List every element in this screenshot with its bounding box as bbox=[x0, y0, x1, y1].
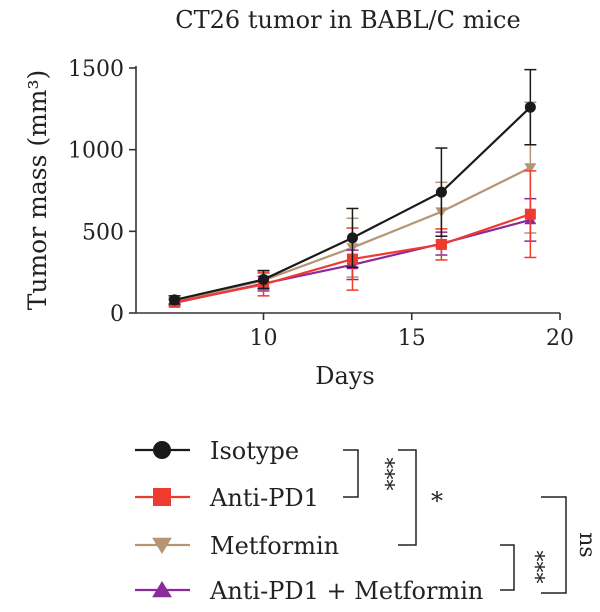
y-tick-label: 500 bbox=[82, 220, 124, 245]
data-point bbox=[257, 274, 269, 286]
significance-label: ns bbox=[574, 532, 599, 557]
significance-label: *** bbox=[522, 551, 547, 584]
y-tick-label: 0 bbox=[110, 302, 124, 327]
legend-item-0: Isotype bbox=[135, 437, 299, 465]
legend-marker bbox=[153, 488, 171, 506]
y-axis-label: Tumor mass (mm³) bbox=[23, 70, 52, 311]
legend-label: Metformin bbox=[210, 532, 339, 560]
x-axis-label: Days bbox=[315, 362, 374, 390]
x-tick-label: 10 bbox=[249, 326, 277, 351]
legend-marker bbox=[153, 441, 171, 459]
bracket-isotype-antipd1 bbox=[343, 449, 359, 498]
legend-marker bbox=[152, 581, 172, 598]
y-tick-label: 1000 bbox=[68, 139, 124, 164]
bracket-metformin-combo bbox=[500, 544, 515, 591]
legend-item-3: Anti-PD1 + Metformin bbox=[135, 577, 483, 605]
significance-brackets: *******ns bbox=[343, 449, 599, 594]
data-point bbox=[169, 294, 181, 306]
bracket-antipd1-combo bbox=[541, 496, 567, 594]
series-0 bbox=[168, 68, 537, 306]
data-point bbox=[524, 163, 537, 174]
data-point bbox=[435, 186, 447, 198]
legend-label: Anti-PD1 + Metformin bbox=[209, 577, 483, 605]
x-tick-label: 20 bbox=[546, 326, 574, 351]
legend-item-1: Anti-PD1 bbox=[135, 484, 319, 512]
legend-label: Isotype bbox=[210, 437, 299, 465]
data-point bbox=[435, 238, 447, 250]
plot-area bbox=[168, 68, 537, 308]
legend-item-2: Metformin bbox=[135, 532, 339, 560]
data-point bbox=[524, 101, 536, 113]
legend: Isotype Anti-PD1 Metformin Anti-PD1 + Metfo… bbox=[135, 437, 483, 605]
x-tick-label: 15 bbox=[398, 326, 426, 351]
data-point bbox=[524, 208, 536, 220]
legend-marker bbox=[152, 537, 172, 554]
legend-label: Anti-PD1 bbox=[209, 484, 319, 512]
y-tick-label: 1500 bbox=[68, 57, 124, 82]
significance-label: * bbox=[431, 487, 443, 515]
axes: 0 500 1000 1500 10 15 20 bbox=[68, 57, 574, 351]
significance-label: *** bbox=[372, 458, 397, 491]
chart-title: CT26 tumor in BABL/C mice bbox=[175, 6, 520, 34]
bracket-isotype-metformin bbox=[398, 449, 417, 546]
data-point bbox=[346, 232, 358, 244]
